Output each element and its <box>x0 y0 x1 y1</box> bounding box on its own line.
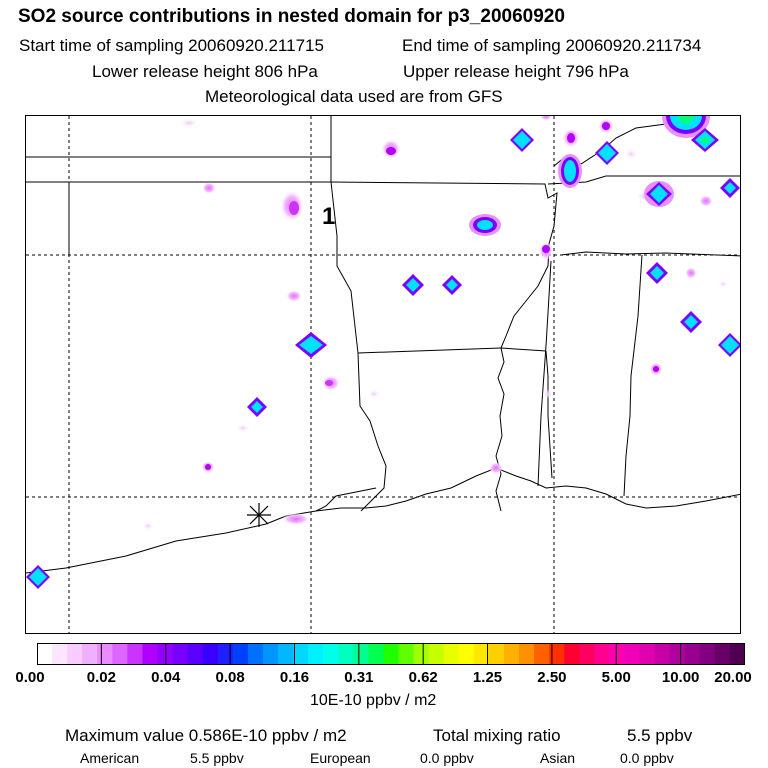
colorbar-tick-label: 0.62 <box>408 669 438 686</box>
colorbar-swatch <box>534 643 550 665</box>
colorbar-swatch <box>609 643 625 665</box>
colorbar-swatch <box>172 643 189 665</box>
colorbar-swatch <box>594 643 610 665</box>
colorbar-swatch <box>714 643 731 665</box>
end-time: End time of sampling 20060920.211734 <box>402 36 702 55</box>
colorbar-swatch <box>37 643 53 665</box>
region-name: European <box>310 750 371 766</box>
colorbar-tick-label: 20.00 <box>714 669 752 686</box>
upper-release-height: Upper release height 796 hPa <box>403 62 629 81</box>
colorbar-swatch <box>323 643 339 665</box>
colorbar-swatch <box>684 643 701 665</box>
colorbar-tick-label: 2.50 <box>537 669 567 686</box>
colorbar-swatch <box>187 643 204 665</box>
map-canvas: 1 <box>26 116 740 633</box>
colorbar-tick-label: 0.04 <box>151 669 181 686</box>
hotspot-diamonds <box>26 116 740 589</box>
colorbar-swatch <box>217 643 234 665</box>
colorbar-tick-label: 0.31 <box>344 669 374 686</box>
colorbar-swatch <box>579 643 595 665</box>
map-panel: 1 <box>25 115 741 634</box>
colorbar-swatch <box>398 643 415 665</box>
colorbar-units: 10E-10 ppbv / m2 <box>310 692 437 709</box>
colorbar-swatch <box>503 643 520 665</box>
total-mixing-ratio-value: 5.5 ppbv <box>627 726 693 745</box>
colorbar-swatch <box>729 643 745 665</box>
colorbar-swatch <box>353 643 369 665</box>
colorbar-swatch <box>247 643 264 665</box>
colorbar-swatch <box>308 643 324 665</box>
star-icon <box>247 503 271 527</box>
graticule <box>26 116 740 633</box>
colorbar-tick-label: 0.00 <box>15 669 45 686</box>
colorbar-swatch <box>82 643 98 665</box>
colorbar-swatch <box>654 643 671 665</box>
colorbar-tick-label: 0.08 <box>215 669 245 686</box>
colorbar-swatch <box>142 643 159 665</box>
met-data-note: Meteorological data used are from GFS <box>205 87 503 106</box>
colorbar-swatch <box>202 643 219 665</box>
colorbar-swatch <box>97 643 113 665</box>
colorbar <box>37 643 745 665</box>
colorbar-swatch <box>699 643 716 665</box>
total-mixing-ratio-label: Total mixing ratio <box>433 726 561 745</box>
colorbar-swatch <box>112 643 128 665</box>
colorbar-swatch <box>519 643 535 665</box>
colorbar-swatch <box>52 643 68 665</box>
colorbar-swatch <box>443 643 460 665</box>
lower-release-height: Lower release height 806 hPa <box>92 62 318 81</box>
colorbar-swatch <box>127 643 143 665</box>
colorbar-tick-label: 0.16 <box>279 669 310 686</box>
region-name: American <box>80 750 140 766</box>
colorbar-tick-label: 1.25 <box>472 669 503 686</box>
colorbar-swatch <box>293 643 309 665</box>
state-borders <box>26 116 740 574</box>
colorbar-swatch <box>338 643 354 665</box>
colorbar-swatch <box>564 643 580 665</box>
trajectory-label: 1 <box>322 203 335 230</box>
colorbar-tick-label: 0.02 <box>86 669 116 686</box>
colorbar-swatch <box>473 643 490 665</box>
colorbar-swatch <box>368 643 384 665</box>
start-time: Start time of sampling 20060920.211715 <box>19 36 324 55</box>
colorbar-tick-label: 10.00 <box>661 669 700 686</box>
colorbar-tick-label: 5.00 <box>601 669 631 686</box>
plot-title: SO2 source contributions in nested domai… <box>18 6 565 27</box>
colorbar-swatch <box>549 643 565 665</box>
colorbar-swatch <box>639 643 656 665</box>
colorbar-swatch <box>67 643 83 665</box>
colorbar-swatch <box>488 643 505 665</box>
maximum-value: Maximum value 0.586E-10 ppbv / m2 <box>65 726 347 745</box>
colorbar-swatch <box>232 643 249 665</box>
colorbar-swatch <box>262 643 279 665</box>
colorbar-swatch <box>428 643 445 665</box>
colorbar-border <box>37 643 745 665</box>
region-name: Asian <box>540 750 576 766</box>
colorbar-swatch <box>624 643 641 665</box>
region-value: 0.0 ppbv <box>420 750 474 766</box>
colorbar-swatch <box>383 643 400 665</box>
region-value: 0.0 ppbv <box>620 750 674 766</box>
colorbar-swatch <box>278 643 294 665</box>
colorbar-swatch <box>413 643 430 665</box>
region-value: 5.5 ppbv <box>190 750 244 766</box>
colorbar-swatch <box>669 643 686 665</box>
colorbar-swatch <box>458 643 475 665</box>
concentration-spots <box>142 116 728 531</box>
